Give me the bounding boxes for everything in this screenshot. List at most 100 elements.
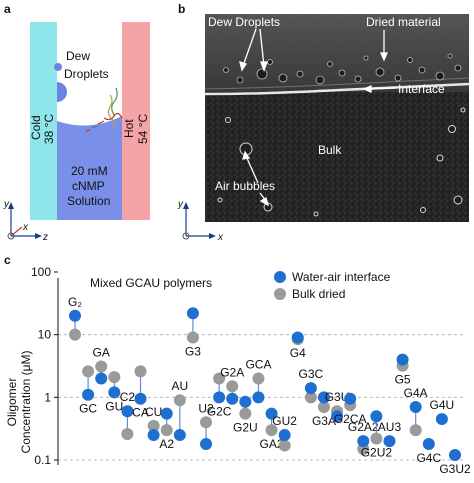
point-label: G2CA: [334, 412, 367, 426]
chart-title: Mixed GCAU polymers: [90, 276, 212, 290]
point-label: G3U: [325, 390, 350, 404]
data-point-group: G3C: [299, 367, 324, 404]
dew-line2: Droplets: [64, 67, 109, 81]
point-label: GCA: [245, 357, 271, 371]
interface-point: [383, 435, 396, 448]
panel-b: b Dew Droplets Dried mate: [177, 2, 470, 243]
data-point-group: G4U: [430, 398, 455, 426]
data-point-group: G4C: [416, 438, 441, 465]
axis-x-label-b: x: [217, 232, 224, 243]
point-label: G4U: [430, 398, 455, 412]
data-point-group: G2A2: [348, 420, 379, 455]
point-label: U2: [198, 401, 214, 415]
gridlines: [58, 334, 465, 461]
interface-point: [317, 391, 330, 404]
data-point-group: G2CA: [334, 392, 367, 426]
bulk-point: [252, 372, 265, 385]
panel-c-letter: c: [4, 253, 11, 267]
interface-point: [357, 435, 370, 448]
bulk-point: [186, 331, 199, 344]
panel-c: c Oligomer Concentration (μM) 0.1110100 …: [4, 253, 471, 476]
data-point-group: G3A: [312, 391, 336, 428]
bulk-point: [370, 432, 383, 445]
interface-point: [108, 386, 121, 399]
bulk-point: [200, 416, 213, 429]
data-point-group: G2C: [207, 372, 232, 418]
data-point-group: G3U2: [439, 449, 471, 476]
interface-line: [204, 82, 470, 96]
bulk-point: [147, 419, 160, 432]
bulk-label: Bulk: [318, 143, 342, 157]
point-label: GU: [105, 399, 123, 413]
interface-point: [121, 405, 134, 418]
bulk-point: [82, 365, 95, 378]
interface-point: [409, 401, 422, 414]
point-label: G4: [290, 346, 306, 360]
bulk-point: [134, 365, 147, 378]
legend-marker-bulk: [274, 288, 286, 300]
bulk-point: [108, 371, 121, 384]
data-point-group: CU: [145, 405, 162, 442]
data-point-group: U2: [198, 401, 214, 451]
panel-a-letter: a: [4, 2, 11, 16]
data-point-group: G2A: [220, 365, 244, 405]
dew-line1: Dew: [66, 49, 90, 63]
hot-label: Hot: [122, 119, 136, 138]
data-point-group: G₂: [68, 295, 82, 341]
axis-x-label-a: x: [22, 222, 29, 233]
y-ticks: 0.1 1 10 100: [31, 265, 58, 467]
point-label: AU3: [378, 420, 402, 434]
polymer-strands: [85, 87, 123, 132]
point-label: CA: [132, 406, 149, 420]
point-label: G5: [395, 373, 411, 387]
cold-wall: [30, 22, 57, 220]
panel-b-letter: b: [178, 2, 185, 16]
point-label: G3U2: [439, 462, 471, 476]
dried-material-label: Dried material: [366, 15, 441, 29]
cold-temp: 38 °C: [42, 114, 56, 144]
solution-region: [57, 116, 122, 220]
interface-point: [252, 391, 265, 404]
dew-droplet-small: [54, 63, 62, 71]
data-point-group: G5: [395, 353, 411, 387]
data-point-group: C2: [120, 390, 135, 440]
data-point-group: AU: [171, 379, 188, 442]
bulk-point: [239, 407, 252, 420]
point-label: G3C: [299, 367, 324, 381]
point-label: G₂: [68, 295, 82, 309]
data-point-group: A2: [159, 407, 174, 451]
legend: Water-air interface Bulk dried: [274, 270, 391, 301]
point-label: G2U2: [361, 446, 393, 460]
hot-wall: [122, 22, 150, 220]
interface-point: [331, 410, 344, 423]
point-label: G2U: [233, 421, 258, 435]
panel-a: a Dew Droplets Cold 38 °C Hot 54 °C 20 m…: [3, 2, 150, 243]
interface-label: Interface: [398, 82, 445, 96]
bulk-point: [265, 424, 278, 437]
interface-point: [82, 388, 95, 401]
interface-point: [134, 392, 147, 405]
air-bubbles-label: Air bubbles: [215, 179, 275, 193]
bulk-point: [69, 328, 81, 341]
y-axis-title-line2: Concentration (μM): [19, 351, 33, 454]
y-tick-label: 1: [44, 390, 51, 404]
point-label: G4C: [416, 451, 441, 465]
point-label: A2: [159, 437, 174, 451]
data-point-group: AU3: [378, 420, 402, 448]
interface-point: [278, 429, 291, 442]
point-label: G4A: [404, 386, 428, 400]
point-label: GA2: [260, 437, 284, 451]
bulk-point: [213, 372, 226, 385]
data-point-group: CA: [132, 365, 149, 420]
point-label: AU: [171, 379, 188, 393]
interface-point: [186, 307, 199, 320]
interface-point: [239, 395, 252, 408]
legend-label-interface: Water-air interface: [292, 270, 391, 284]
solution-line1: 20 mM: [71, 164, 108, 178]
point-label: CU: [145, 405, 162, 419]
data-point-group: GA: [93, 346, 110, 385]
legend-marker-interface: [274, 271, 286, 283]
point-label: G2A: [220, 365, 244, 379]
data-point-group: GCA: [245, 357, 271, 404]
interface-point: [304, 382, 317, 395]
